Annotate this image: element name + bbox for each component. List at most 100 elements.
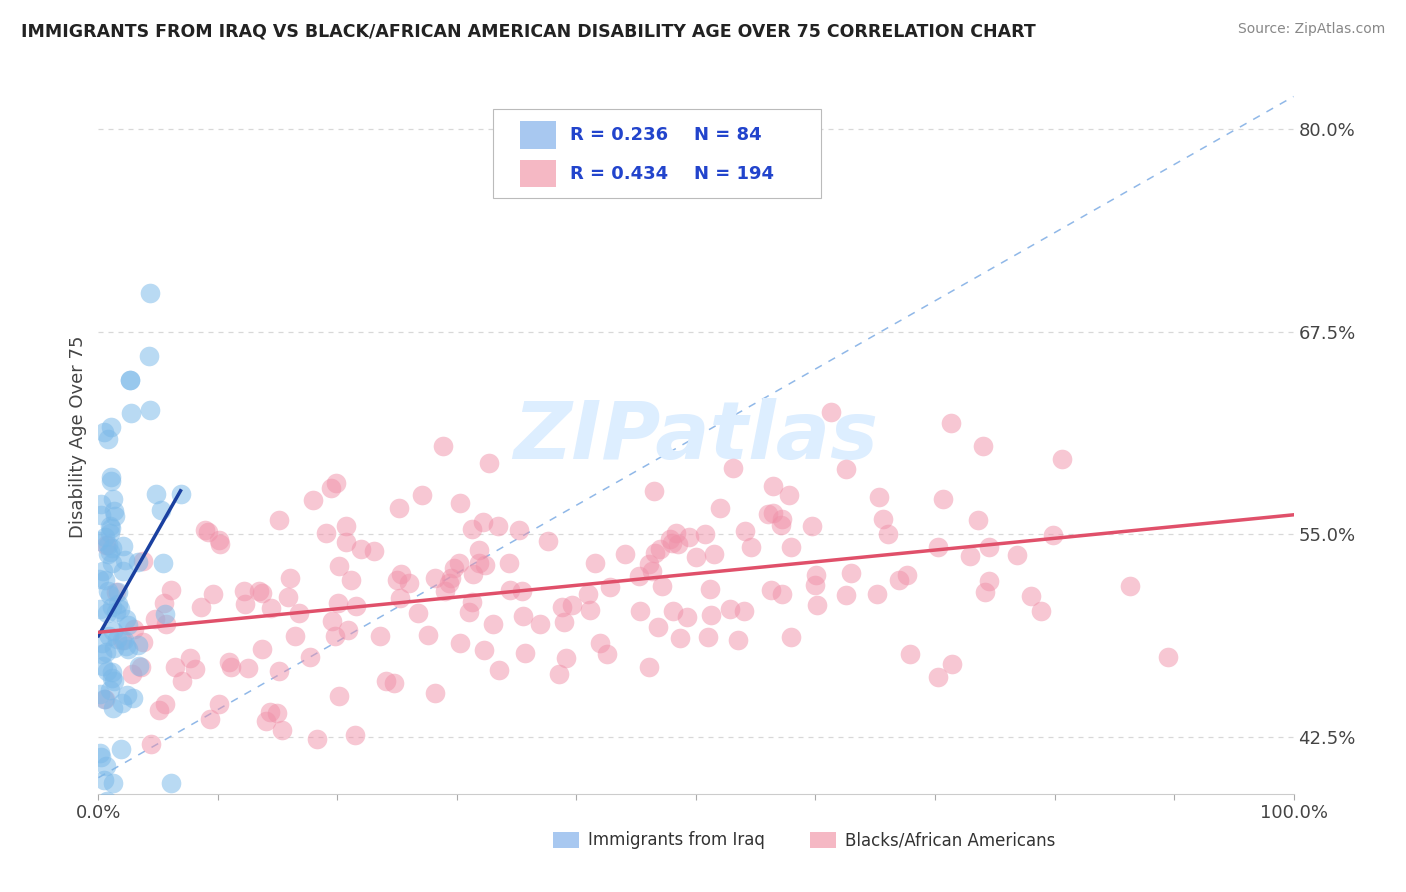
Point — [218, 656, 240, 670]
Point — [443, 560, 465, 574]
Point — [89, 601, 111, 615]
Point — [700, 607, 723, 622]
Point — [328, 689, 350, 703]
Point — [839, 566, 862, 580]
Point — [423, 686, 446, 700]
Point — [96, 664, 118, 678]
Point — [122, 622, 145, 636]
Point — [510, 583, 533, 598]
Point — [806, 598, 828, 612]
Point — [370, 629, 392, 643]
Point — [350, 541, 373, 556]
Point — [973, 584, 995, 599]
Point — [416, 628, 439, 642]
Point — [872, 511, 894, 525]
Point — [336, 624, 359, 638]
Point — [209, 537, 232, 551]
Point — [266, 706, 288, 720]
Text: N = 194: N = 194 — [693, 165, 773, 183]
Point — [100, 474, 122, 488]
Point — [432, 439, 454, 453]
Point — [675, 609, 697, 624]
FancyBboxPatch shape — [494, 109, 821, 198]
Point — [97, 547, 120, 561]
Text: R = 0.434: R = 0.434 — [571, 165, 669, 183]
Point — [101, 701, 124, 715]
Point — [110, 741, 132, 756]
Point — [449, 636, 471, 650]
Point — [129, 660, 152, 674]
Point — [1019, 589, 1042, 603]
Point — [482, 617, 505, 632]
Point — [131, 635, 153, 649]
Point — [328, 559, 350, 574]
Point — [889, 573, 911, 587]
Point — [685, 550, 707, 565]
Point — [128, 659, 150, 673]
Point — [91, 636, 114, 650]
Point — [254, 714, 277, 728]
Point — [780, 630, 803, 644]
Point — [89, 497, 111, 511]
Point — [233, 597, 256, 611]
Point — [138, 349, 160, 363]
Point — [761, 479, 783, 493]
Point — [630, 605, 652, 619]
Point — [153, 596, 176, 610]
Point — [97, 433, 120, 447]
Point — [668, 631, 690, 645]
Point — [100, 470, 122, 484]
Y-axis label: Disability Age Over 75: Disability Age Over 75 — [69, 335, 87, 539]
Text: N = 84: N = 84 — [693, 126, 761, 144]
Point — [820, 405, 842, 419]
Text: ZIPatlas: ZIPatlas — [513, 398, 879, 476]
Point — [98, 544, 121, 558]
Point — [141, 737, 163, 751]
Point — [665, 526, 688, 541]
Point — [537, 534, 560, 549]
Point — [343, 728, 366, 742]
Point — [759, 583, 782, 598]
Point — [103, 504, 125, 518]
Point — [647, 620, 669, 634]
Point — [699, 582, 721, 596]
Point — [315, 526, 337, 541]
Point — [461, 595, 484, 609]
Point — [668, 537, 690, 551]
Point — [387, 574, 409, 588]
Point — [340, 573, 363, 587]
Point — [114, 639, 136, 653]
Point — [478, 456, 501, 470]
Point — [458, 605, 481, 619]
Point — [104, 509, 127, 524]
Point — [112, 564, 135, 578]
Point — [927, 540, 949, 554]
Point — [267, 513, 290, 527]
Point — [103, 491, 125, 506]
Point — [423, 571, 446, 585]
Point — [835, 462, 858, 476]
Bar — [520, 121, 557, 149]
Point — [111, 696, 134, 710]
Point — [515, 646, 537, 660]
Point — [221, 660, 243, 674]
Point — [267, 665, 290, 679]
Point — [375, 674, 398, 689]
Point — [693, 527, 716, 541]
Point — [769, 518, 792, 533]
Point — [437, 576, 460, 591]
Point — [468, 542, 491, 557]
Point — [678, 530, 700, 544]
Point — [561, 598, 583, 612]
Point — [96, 759, 118, 773]
Point — [89, 831, 111, 846]
Point — [1119, 579, 1142, 593]
Point — [94, 530, 117, 544]
Point — [190, 599, 212, 614]
Point — [117, 641, 139, 656]
Point — [236, 661, 259, 675]
Point — [440, 572, 463, 586]
Point — [406, 606, 429, 620]
Bar — [520, 161, 557, 187]
Point — [866, 587, 889, 601]
